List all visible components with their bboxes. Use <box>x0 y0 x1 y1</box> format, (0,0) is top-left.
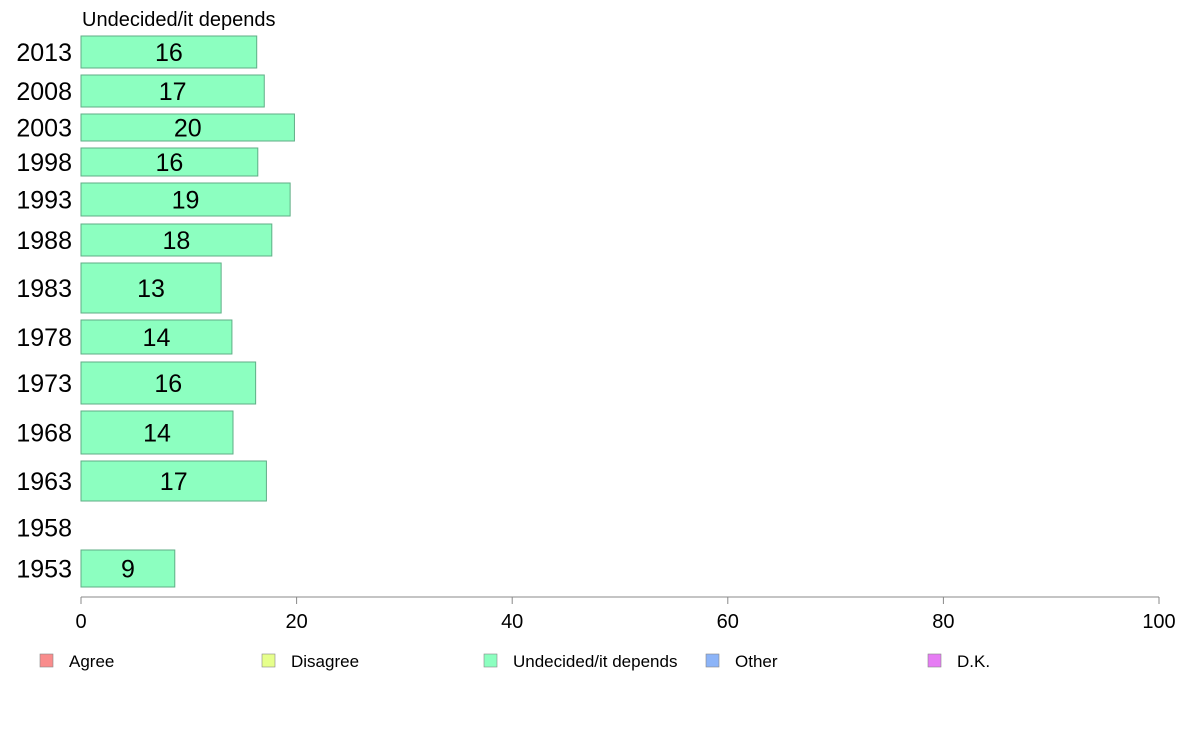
x-tick-label: 100 <box>1142 611 1175 633</box>
legend-swatch <box>483 653 498 668</box>
data-label: 13 <box>137 275 165 303</box>
y-tick-label: 1993 <box>16 187 72 215</box>
bar <box>80 319 233 355</box>
legend-swatch <box>705 653 720 668</box>
x-tick-label: 20 <box>285 611 307 633</box>
legend-label: Agree <box>69 652 114 671</box>
data-label: 20 <box>174 115 202 143</box>
bar <box>80 113 295 142</box>
data-label: 16 <box>155 39 183 67</box>
y-tick-label: 1988 <box>16 227 72 255</box>
legend-label: Other <box>735 652 778 671</box>
y-tick-label: 1953 <box>16 556 72 584</box>
bar <box>80 262 222 314</box>
y-tick-label: 1958 <box>16 515 72 543</box>
data-label: 18 <box>162 227 190 255</box>
x-tick-label: 80 <box>932 611 954 633</box>
data-label: 16 <box>154 370 182 398</box>
y-tick-label: 1983 <box>16 275 72 303</box>
panel-title: Undecided/it depends <box>82 9 275 31</box>
x-tick-label: 0 <box>75 611 86 633</box>
legend-swatch <box>261 653 276 668</box>
data-label: 19 <box>172 187 200 215</box>
data-label: 17 <box>160 468 188 496</box>
y-tick-label: 1998 <box>16 149 72 177</box>
y-tick-label: 2013 <box>16 39 72 67</box>
legend-swatch <box>927 653 942 668</box>
data-label: 14 <box>143 324 171 352</box>
bar <box>80 460 267 502</box>
bar <box>80 410 234 455</box>
data-label: 9 <box>121 556 135 584</box>
y-tick-label: 1973 <box>16 370 72 398</box>
y-tick-label: 1963 <box>16 468 72 496</box>
data-label: 17 <box>159 78 187 106</box>
bar <box>80 549 176 588</box>
legend-label: Disagree <box>291 652 359 671</box>
x-axis: 0 20 40 60 80 100 <box>75 596 1176 633</box>
legend-label: Undecided/it depends <box>513 652 677 671</box>
bar <box>80 35 258 69</box>
data-label: 14 <box>143 420 171 448</box>
legend: Agree Disagree Undecided/it depends Other D.… <box>39 652 990 671</box>
bar <box>80 74 265 108</box>
y-tick-label: 1968 <box>16 420 72 448</box>
x-tick-label: 60 <box>717 611 739 633</box>
bar <box>80 361 257 405</box>
y-tick-label: 2008 <box>16 78 72 106</box>
bar <box>80 147 259 177</box>
y-tick-label: 2003 <box>16 115 72 143</box>
data-label: 16 <box>155 149 183 177</box>
bar <box>80 223 273 257</box>
legend-swatch <box>39 653 54 668</box>
legend-label: D.K. <box>957 652 990 671</box>
bar <box>80 182 291 217</box>
y-tick-label: 1978 <box>16 324 72 352</box>
bars-layer: 2013 16 2008 17 2003 20 1998 16 1993 19 1988 18 1983… <box>16 35 295 588</box>
x-tick-label: 40 <box>501 611 523 633</box>
